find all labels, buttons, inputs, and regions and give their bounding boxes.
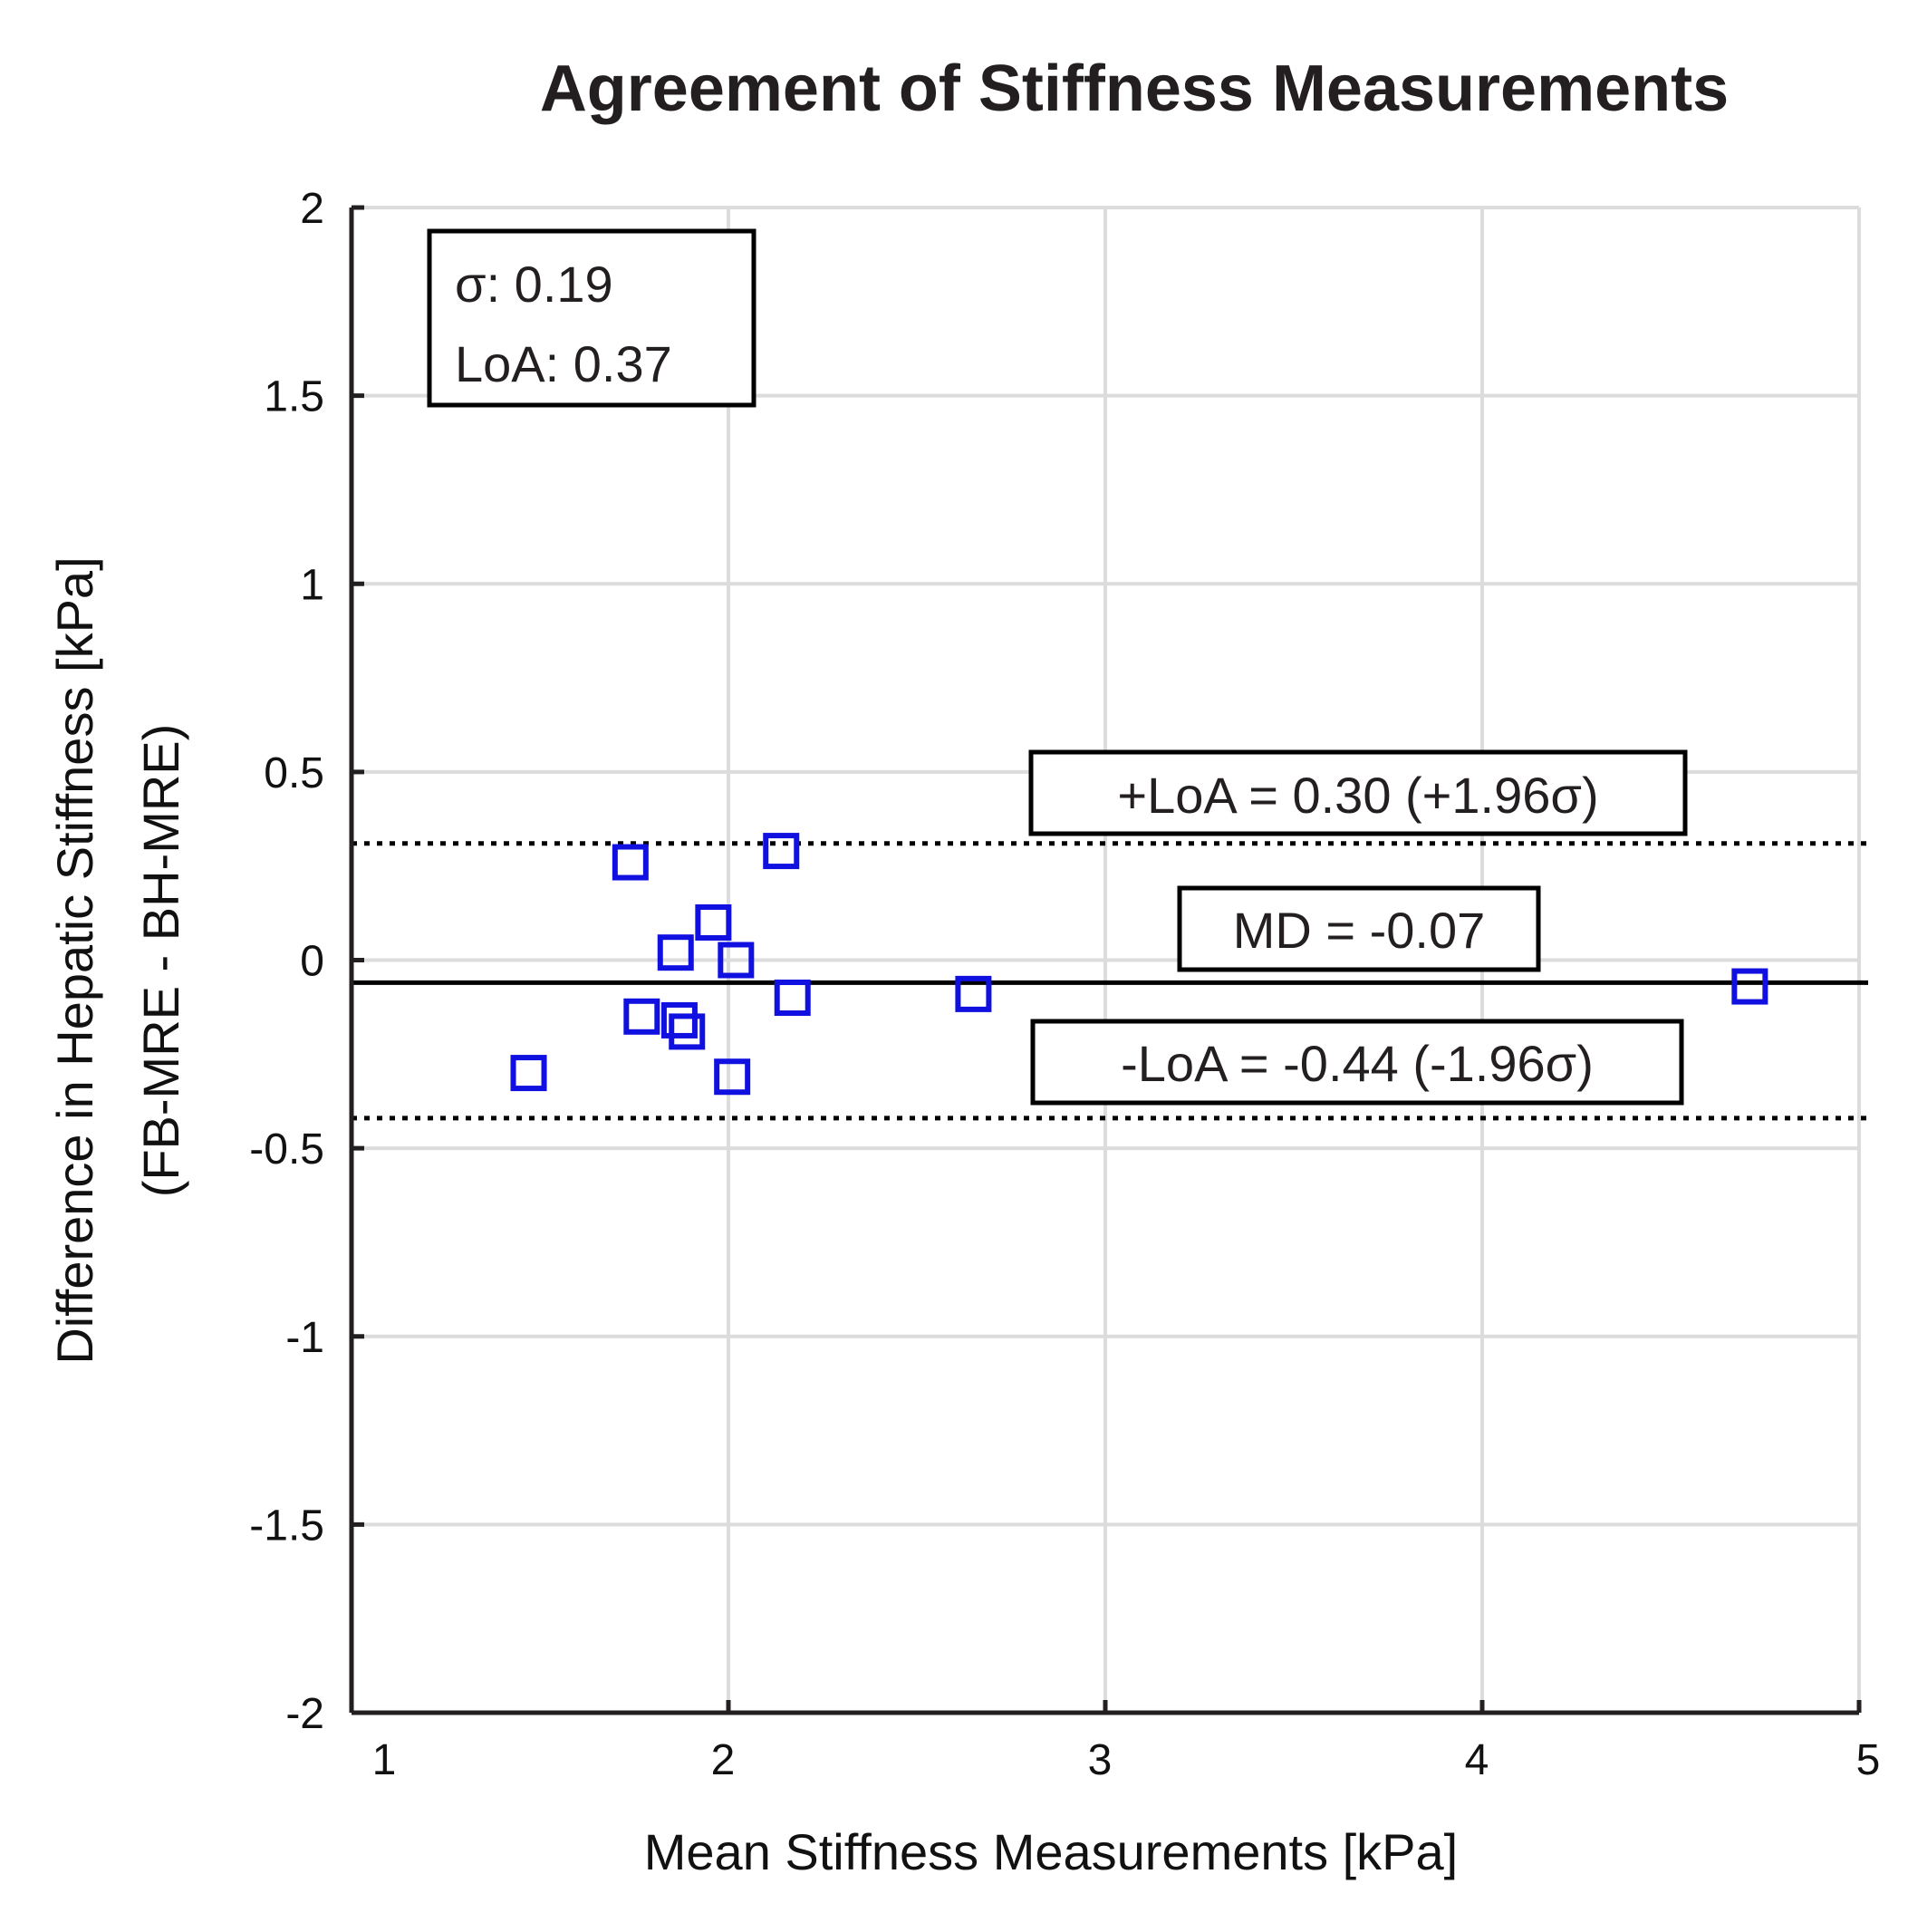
data-point-2 — [623, 998, 660, 1035]
x-tick-label-3: 4 — [1465, 1736, 1489, 1784]
data-point-7 — [718, 942, 755, 979]
x-tick-label-4: 5 — [1856, 1736, 1881, 1784]
y-tick-label-7: 1.5 — [264, 373, 324, 421]
stats-box: σ: 0.19 LoA: 0.37 — [427, 228, 756, 408]
lower-loa-text: -LoA = -0.44 (-1.96σ) — [1121, 1035, 1594, 1092]
x-tick-labels: 1 2 3 4 5 — [372, 1736, 1881, 1784]
y-tick-label-6: 1 — [300, 561, 324, 609]
y-tick-label-4: 0 — [300, 938, 324, 986]
data-point-9 — [763, 833, 800, 870]
data-point-5 — [669, 1013, 706, 1050]
data-point-6 — [695, 903, 732, 941]
stats-loa: LoA: 0.37 — [455, 335, 672, 392]
reference-lines — [352, 841, 1868, 1121]
upper-loa-frame — [1028, 749, 1688, 836]
y-tick-labels: -2 -1.5 -1 -0.5 0 0.5 1 1.5 2 — [249, 185, 324, 1738]
axes — [349, 205, 1862, 1715]
data-point-0 — [510, 1055, 547, 1092]
data-point-4 — [660, 1001, 698, 1038]
upper-loa-label: +LoA = 0.30 (+1.96σ) — [1028, 749, 1688, 836]
y-tick-label-2: -1 — [285, 1314, 324, 1362]
data-point-8 — [714, 1058, 751, 1096]
y-axis-label-line2: (FB-MRE - BH-MRE) — [132, 724, 189, 1198]
mean-diff-frame — [1177, 885, 1541, 972]
y-tick-label-5: 0.5 — [264, 749, 324, 797]
data-point-10 — [774, 980, 811, 1017]
lower-loa-label: -LoA = -0.44 (-1.96σ) — [1030, 1019, 1684, 1106]
y-axis-label-line1: Difference in Hepatic Stiffness [kPa] — [46, 556, 103, 1364]
data-point-3 — [657, 934, 694, 971]
data-point-1 — [612, 844, 649, 881]
data-point-11 — [955, 975, 992, 1012]
upper-loa-text: +LoA = 0.30 (+1.96σ) — [1117, 767, 1598, 824]
lower-loa-frame — [1030, 1019, 1684, 1106]
y-tick-label-3: -0.5 — [249, 1125, 324, 1174]
data-points — [510, 833, 1768, 1096]
stats-sigma: σ: 0.19 — [455, 256, 613, 313]
x-tick-label-0: 1 — [372, 1736, 397, 1784]
x-axis-label: Mean Stiffness Measurements [kPa] — [644, 1823, 1459, 1880]
x-tick-label-1: 2 — [711, 1736, 736, 1784]
chart-title: Agreement of Stiffness Measurements — [540, 53, 1729, 125]
x-tick-label-2: 3 — [1088, 1736, 1113, 1784]
y-tick-label-8: 2 — [300, 185, 324, 233]
y-tick-label-0: -2 — [285, 1690, 324, 1738]
data-point-12 — [1731, 968, 1768, 1005]
grid-lines — [352, 206, 1861, 1713]
mean-diff-text: MD = -0.07 — [1233, 902, 1486, 959]
y-tick-label-1: -1.5 — [249, 1502, 324, 1550]
mean-diff-label: MD = -0.07 — [1177, 885, 1541, 972]
stats-box-frame — [427, 228, 756, 408]
